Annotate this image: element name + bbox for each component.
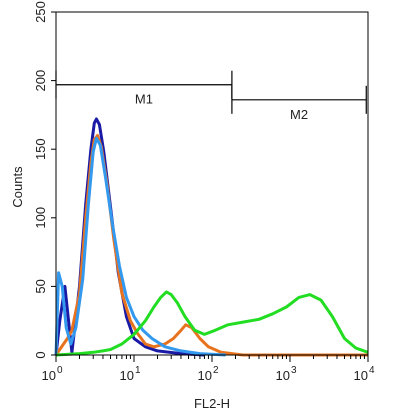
x-tick-exponent: 3 bbox=[291, 365, 297, 376]
plot-area bbox=[54, 117, 369, 357]
x-tick-exponent: 0 bbox=[57, 365, 63, 376]
series-line-4 bbox=[55, 290, 369, 357]
x-axis-label: FL2-H bbox=[194, 396, 230, 411]
series-line-2 bbox=[54, 134, 368, 357]
y-tick-label: 150 bbox=[33, 138, 48, 160]
series-line-1 bbox=[54, 117, 205, 357]
x-tick-label: 10 bbox=[120, 368, 134, 383]
y-tick-label: 250 bbox=[33, 1, 48, 23]
marker-bars: M1 M2 bbox=[55, 70, 367, 122]
x-tick-exponent: 1 bbox=[135, 365, 141, 376]
x-tick-label: 10 bbox=[42, 368, 56, 383]
x-tick-exponent: 4 bbox=[369, 365, 375, 376]
marker-m2-label: M2 bbox=[290, 107, 308, 122]
y-tick-label: 0 bbox=[33, 351, 48, 358]
y-tick-label: 100 bbox=[33, 207, 48, 229]
x-tick-label: 10 bbox=[354, 368, 368, 383]
x-tick-exponent: 2 bbox=[213, 365, 219, 376]
marker-m1-label: M1 bbox=[135, 92, 153, 107]
x-tick-label: 10 bbox=[198, 368, 212, 383]
x-tick-label: 10 bbox=[276, 368, 290, 383]
y-tick-label: 200 bbox=[33, 70, 48, 92]
y-axis-label: Counts bbox=[10, 166, 25, 208]
series-line-3 bbox=[54, 136, 226, 357]
plot-frame bbox=[55, 11, 369, 356]
y-tick-label: 50 bbox=[33, 279, 48, 293]
